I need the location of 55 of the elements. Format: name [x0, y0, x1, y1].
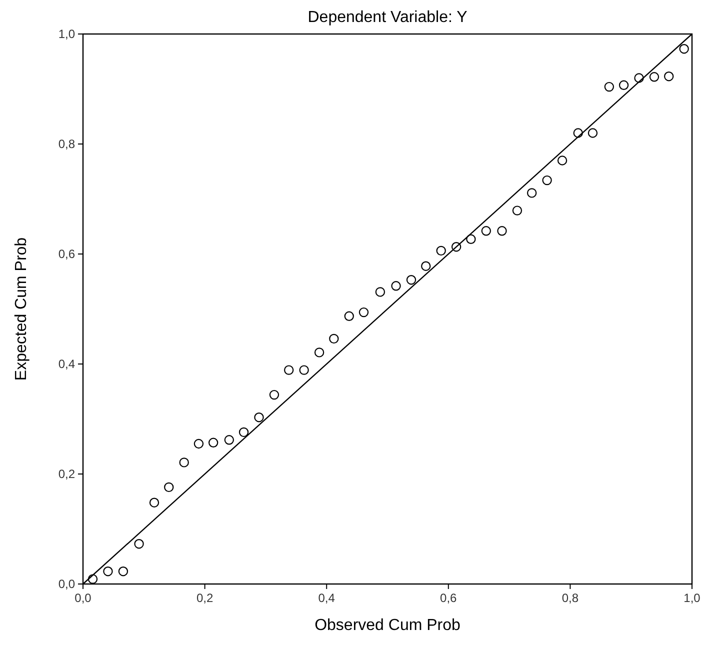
point — [329, 334, 339, 344]
point — [649, 72, 660, 82]
y-tick-label: 0,0 — [58, 577, 76, 591]
point — [88, 574, 98, 584]
point — [512, 206, 522, 216]
y-tick-label: 0,8 — [58, 137, 76, 151]
point — [118, 566, 128, 576]
point — [149, 498, 160, 508]
y-tick-label: 1,0 — [58, 27, 76, 41]
point — [466, 234, 476, 244]
point — [436, 246, 446, 256]
point — [391, 281, 401, 291]
point — [314, 348, 324, 358]
point — [164, 482, 174, 492]
point — [542, 175, 552, 186]
y-tick-label: 0,2 — [58, 467, 76, 481]
y-tick-label: 0,4 — [58, 357, 76, 371]
point — [134, 539, 144, 549]
x-tick-label: 0,6 — [440, 591, 458, 605]
point — [481, 226, 492, 236]
point — [103, 566, 113, 576]
point — [497, 226, 507, 236]
y-axis-title: Expected Cum Prob — [13, 237, 30, 381]
point — [179, 458, 189, 468]
point — [573, 128, 583, 138]
point — [284, 365, 294, 375]
point — [664, 72, 674, 82]
chart-title: Dependent Variable: Y — [308, 9, 468, 26]
point — [344, 311, 354, 321]
y-tick-label: 0,6 — [58, 247, 76, 261]
point — [224, 435, 234, 445]
x-tick-label: 0,0 — [74, 591, 92, 605]
point — [358, 307, 369, 318]
point — [254, 412, 264, 422]
point — [451, 242, 462, 252]
point — [604, 82, 614, 92]
x-tick-label: 0,8 — [562, 591, 579, 605]
point — [634, 73, 644, 83]
point — [421, 261, 431, 271]
point — [588, 128, 598, 138]
point — [679, 44, 689, 54]
point — [269, 390, 280, 400]
point — [618, 80, 629, 90]
point — [406, 275, 416, 285]
x-tick-label: 0,4 — [318, 591, 336, 605]
x-tick-label: 0,2 — [196, 591, 214, 605]
point — [208, 438, 218, 448]
point — [557, 156, 568, 166]
point — [238, 427, 249, 438]
point — [375, 287, 386, 297]
x-axis-title: Observed Cum Prob — [314, 617, 461, 634]
x-tick-label: 1,0 — [684, 591, 701, 605]
point — [526, 188, 537, 198]
point — [194, 438, 204, 449]
point — [299, 365, 309, 375]
